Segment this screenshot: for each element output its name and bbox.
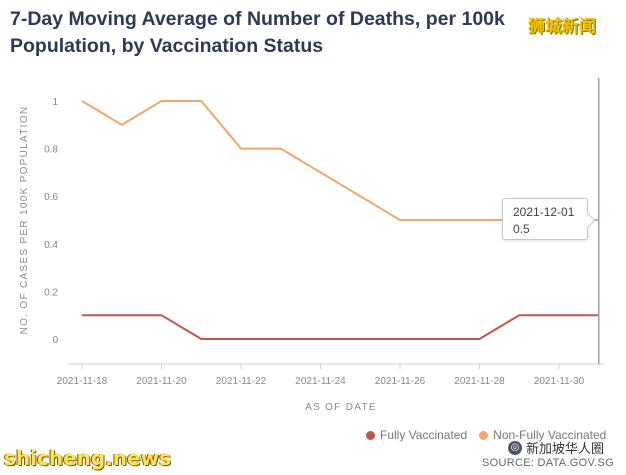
legend-label-non-fully: Non-Fully Vaccinated bbox=[493, 428, 607, 442]
watermark-bottom-left: shicheng.news bbox=[4, 446, 171, 470]
tooltip-value: 0.5 bbox=[513, 222, 530, 236]
x-tick-label-1: 2021-11-20 bbox=[136, 376, 187, 387]
legend-item-fully-vaccinated[interactable]: Fully Vaccinated bbox=[366, 428, 467, 442]
x-tick-label-6: 2021-11-30 bbox=[534, 376, 585, 387]
wechat-icon: ◎ bbox=[508, 440, 522, 455]
chart-title: 7-Day Moving Average of Number of Deaths… bbox=[10, 8, 505, 57]
x-tick-label-2: 2021-11-22 bbox=[216, 376, 267, 387]
watermark-bottom-right: ◎ 新加坡华人圈 bbox=[508, 438, 604, 457]
x-tick-labels: 2021-11-18 2021-11-20 2021-11-22 2021-11-24… bbox=[57, 364, 585, 387]
legend: Fully Vaccinated Non-Fully Vaccinated bbox=[366, 428, 606, 442]
x-tick-label-4: 2021-11-26 bbox=[375, 376, 426, 387]
x-axis-label: AS OF DATE bbox=[305, 402, 377, 413]
source-note: SOURCE: DATA.GOV.SG bbox=[481, 457, 614, 469]
y-tick-label-3: 0.6 bbox=[44, 192, 58, 203]
legend-dot-fully bbox=[366, 430, 375, 440]
x-tick-label-5: 2021-11-28 bbox=[454, 376, 505, 387]
watermark-bottom-right-text: 新加坡华人圈 bbox=[526, 442, 605, 457]
y-tick-labels: 0 0.2 0.4 0.6 0.8 1 bbox=[44, 97, 58, 346]
watermark-top-right: 狮城新闻 bbox=[528, 17, 596, 37]
legend-label-fully: Fully Vaccinated bbox=[380, 428, 468, 442]
hover-tooltip: 2021-12-01 0.5 bbox=[502, 198, 596, 240]
tooltip-date: 2021-12-01 bbox=[513, 205, 575, 219]
x-tick-label-3: 2021-11-24 bbox=[295, 376, 346, 387]
y-axis-label: NO. OF CASES PER 100K POPULATION bbox=[19, 106, 30, 335]
y-tick-label-4: 0.8 bbox=[44, 145, 58, 156]
y-tick-label-0: 0 bbox=[52, 335, 58, 346]
legend-item-non-fully-vaccinated[interactable]: Non-Fully Vaccinated bbox=[479, 428, 606, 442]
legend-dot-non-fully bbox=[479, 430, 489, 440]
y-tick-label-2: 0.4 bbox=[44, 240, 58, 251]
x-tick-label-0: 2021-11-18 bbox=[57, 376, 108, 387]
y-tick-label-5: 1 bbox=[52, 97, 58, 108]
series-line-fully-vaccinated[interactable] bbox=[82, 314, 599, 340]
y-tick-label-1: 0.2 bbox=[44, 287, 58, 298]
